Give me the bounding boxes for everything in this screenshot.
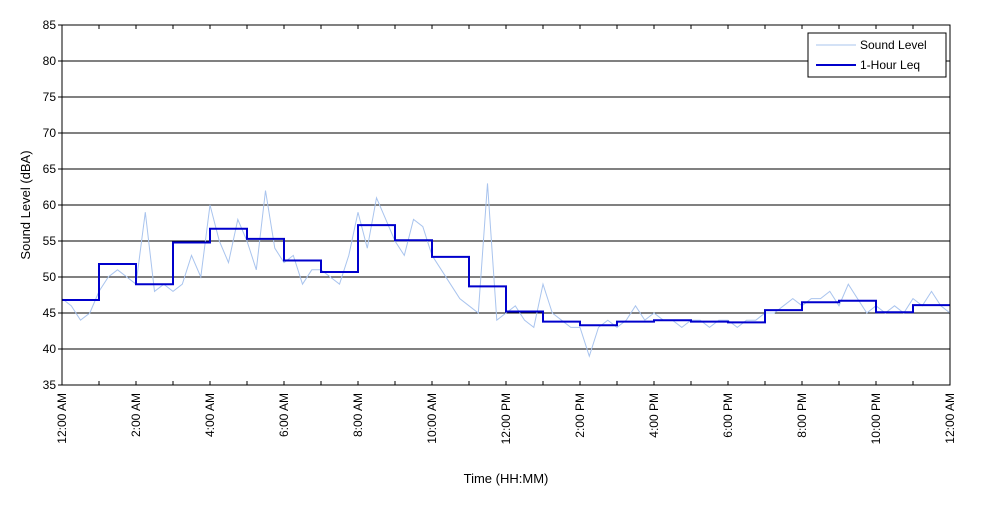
series-1-hour-leq-step: [62, 224, 950, 327]
x-tick-label: 8:00 PM: [795, 393, 809, 438]
x-tick-label: 12:00 AM: [943, 393, 957, 444]
y-tick-label: 45: [43, 306, 57, 320]
legend-box: [807, 32, 947, 78]
x-tick-label: 4:00 PM: [647, 393, 661, 438]
x-tick-label: 4:00 AM: [203, 393, 217, 437]
y-tick-label: 80: [43, 54, 57, 68]
x-tick-label: 12:00 PM: [499, 393, 513, 444]
x-tick-label: 10:00 AM: [425, 393, 439, 444]
x-tick-label: 2:00 AM: [129, 393, 143, 437]
x-tick-label: 6:00 PM: [721, 393, 735, 438]
y-axis-title: Sound Level (dBA): [18, 150, 33, 259]
y-tick-label: 50: [43, 270, 57, 284]
x-tick-label: 10:00 PM: [869, 393, 883, 444]
y-tick-label: 55: [43, 234, 57, 248]
x-tick-label: 2:00 PM: [573, 393, 587, 438]
y-tick-label: 70: [43, 126, 57, 140]
x-tick-label: 6:00 AM: [277, 393, 291, 437]
y-tick-label: 40: [43, 342, 57, 356]
legend-label-sound-level: Sound Level: [860, 38, 927, 52]
legend-label-1-hour-leq: 1-Hour Leq: [860, 58, 920, 72]
y-tick-label: 60: [43, 198, 57, 212]
y-tick-label: 65: [43, 162, 57, 176]
x-tick-label: 8:00 AM: [351, 393, 365, 437]
y-tick-label: 75: [43, 90, 57, 104]
legend: Sound Level 1-Hour Leq: [807, 32, 947, 78]
y-tick-label: 35: [43, 378, 57, 392]
x-axis-title: Time (HH:MM): [464, 471, 549, 486]
series-layer: [61, 183, 951, 358]
tick-layer: 35 40 45 50 55 60 65 70 75 80 85 12:00 AM 2:00 AM 4:0…: [43, 18, 957, 444]
y-tick-label: 85: [43, 18, 57, 32]
x-tick-label: 12:00 AM: [55, 393, 69, 444]
